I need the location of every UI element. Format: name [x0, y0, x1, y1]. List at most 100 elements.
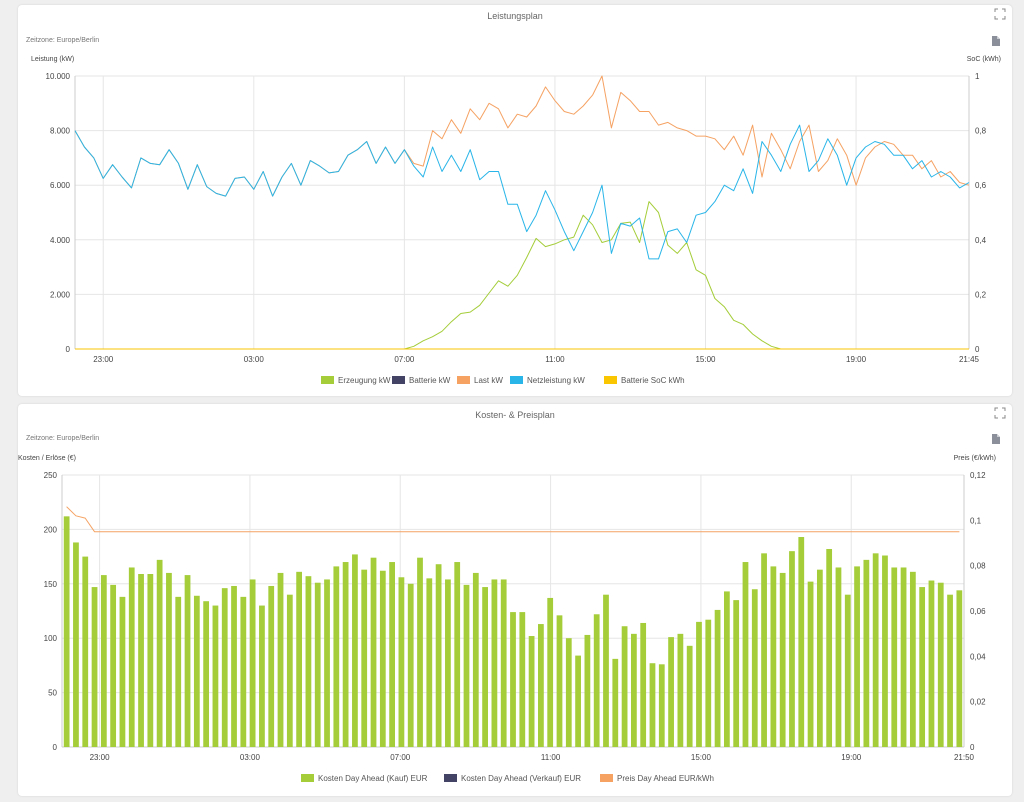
x-tick-label: 11:00 — [545, 355, 565, 364]
bar-kosten-day-ahead-kauf-eur — [789, 551, 795, 747]
bar-kosten-day-ahead-kauf-eur — [193, 595, 200, 747]
bar-kosten-day-ahead-kauf-eur — [333, 566, 340, 747]
bar-kosten-day-ahead-kauf-eur — [863, 559, 870, 747]
bar-kosten-day-ahead-kauf-eur — [100, 575, 107, 747]
bar-kosten-day-ahead-kauf-eur — [231, 585, 237, 747]
bar-kosten-day-ahead-kauf-eur — [426, 578, 433, 747]
bar-kosten-day-ahead-kauf-eur — [203, 601, 210, 747]
document-export-icon[interactable] — [990, 433, 1002, 445]
bar-kosten-day-ahead-kauf-eur — [854, 566, 860, 747]
bar-kosten-day-ahead-kauf-eur — [379, 570, 386, 747]
bar-kosten-day-ahead-kauf-eur — [389, 562, 395, 747]
bar-kosten-day-ahead-kauf-eur — [658, 664, 665, 747]
bar-kosten-day-ahead-kauf-eur — [686, 645, 693, 747]
legend-swatch-preis-day-ahead-eur-kwh — [600, 774, 613, 782]
legend-swatch-kosten-day-ahead-kauf-eur — [301, 774, 314, 782]
bar-kosten-day-ahead-kauf-eur — [844, 594, 851, 747]
series-line-last-kw — [74, 75, 970, 197]
x-tick-label: 07:00 — [390, 753, 411, 762]
y-tick-label: 0 — [53, 743, 58, 752]
y2-tick-label: 0 — [975, 345, 980, 354]
bar-kosten-day-ahead-kauf-eur — [575, 655, 581, 747]
series-line-netzleistung-kw — [74, 124, 970, 260]
bar-kosten-day-ahead-kauf-eur — [909, 571, 916, 747]
fullscreen-icon[interactable] — [994, 407, 1006, 419]
bar-kosten-day-ahead-kauf-eur — [138, 574, 144, 747]
y2-tick-label: 0,02 — [970, 698, 986, 707]
bar-kosten-day-ahead-kauf-eur — [779, 572, 786, 747]
bar-kosten-day-ahead-kauf-eur — [305, 576, 312, 747]
cost-plan-card: Kosten- & Preisplan Zeitzone: Europe/Ber… — [18, 404, 1012, 796]
legend-swatch-last-kw — [457, 376, 470, 384]
bar-kosten-day-ahead-kauf-eur — [445, 579, 451, 747]
bar-kosten-day-ahead-kauf-eur — [882, 555, 888, 747]
bar-kosten-day-ahead-kauf-eur — [900, 567, 907, 747]
y2-axis-title: Preis (€/kWh) — [954, 455, 996, 462]
y-tick-label: 6.000 — [50, 181, 71, 190]
document-export-icon[interactable] — [990, 35, 1002, 47]
bar-kosten-day-ahead-kauf-eur — [398, 577, 405, 747]
bar-kosten-day-ahead-kauf-eur — [640, 622, 647, 747]
y-tick-label: 200 — [44, 525, 58, 534]
legend-label-kosten-day-ahead-verkauf-eur: Kosten Day Ahead (Verkauf) EUR — [461, 774, 581, 783]
y-axis-title: Kosten / Erlöse (€) — [18, 455, 76, 462]
x-tick-label: 23:00 — [93, 355, 114, 364]
bar-kosten-day-ahead-kauf-eur — [119, 596, 126, 747]
bar-kosten-day-ahead-kauf-eur — [891, 567, 898, 747]
x-tick-label: 03:00 — [244, 355, 265, 364]
bar-kosten-day-ahead-kauf-eur — [277, 572, 284, 747]
bar-kosten-day-ahead-kauf-eur — [696, 621, 702, 747]
y-tick-label: 250 — [44, 471, 58, 480]
power-chart: Leistung (kW) SoC (kWh) 0 2.000 4.000 6.000 8.… — [31, 56, 1001, 385]
bar-kosten-day-ahead-kauf-eur — [240, 596, 247, 747]
bar-kosten-day-ahead-kauf-eur — [631, 633, 637, 747]
bar-kosten-day-ahead-kauf-eur — [417, 557, 423, 747]
x-tick-label: 07:00 — [394, 355, 415, 364]
bar-kosten-day-ahead-kauf-eur — [714, 609, 721, 747]
y-tick-label: 150 — [44, 580, 58, 589]
x-tick-label: 11:00 — [541, 753, 561, 762]
bar-kosten-day-ahead-kauf-eur — [556, 615, 563, 747]
cost-chart: Kosten / Erlöse (€) Preis (€/kWh) 0 50 100 15… — [18, 455, 996, 783]
bar-kosten-day-ahead-kauf-eur — [91, 587, 98, 747]
fullscreen-icon[interactable] — [994, 8, 1006, 20]
bar-kosten-day-ahead-kauf-eur — [314, 582, 321, 747]
y2-tick-label: 0,4 — [975, 236, 987, 245]
bar-kosten-day-ahead-kauf-eur — [835, 567, 842, 747]
bar-kosten-day-ahead-kauf-eur — [826, 548, 833, 747]
y-tick-label: 10.000 — [46, 72, 71, 81]
bar-kosten-day-ahead-kauf-eur — [156, 559, 163, 747]
bar-kosten-day-ahead-kauf-eur — [361, 569, 368, 747]
series-line-erzeugung-kw — [75, 201, 969, 350]
bar-kosten-day-ahead-kauf-eur — [816, 569, 823, 747]
bar-kosten-day-ahead-kauf-eur — [166, 572, 172, 747]
legend-label-batterie-soc-kwh: Batterie SoC kWh — [621, 376, 685, 385]
bar-kosten-day-ahead-kauf-eur — [342, 562, 349, 747]
legend-label-netzleistung-kw: Netzleistung kW — [527, 376, 585, 385]
y2-tick-label: 0 — [970, 743, 975, 752]
legend-label-preis-day-ahead-eur-kwh: Preis Day Ahead EUR/kWh — [617, 774, 714, 783]
bar-kosten-day-ahead-kauf-eur — [742, 562, 749, 747]
y2-tick-label: 0,8 — [975, 127, 987, 136]
y2-tick-label: 0,12 — [970, 471, 986, 480]
bar-kosten-day-ahead-kauf-eur — [937, 582, 944, 747]
bar-kosten-day-ahead-kauf-eur — [947, 594, 953, 747]
legend-swatch-batterie-soc-kwh — [604, 376, 617, 384]
bar-kosten-day-ahead-kauf-eur — [175, 596, 182, 747]
bar-kosten-day-ahead-kauf-eur — [677, 633, 684, 747]
y-tick-label: 2.000 — [50, 290, 71, 299]
bar-kosten-day-ahead-kauf-eur — [798, 537, 805, 747]
bar-kosten-day-ahead-kauf-eur — [500, 579, 507, 747]
y-tick-label: 100 — [44, 634, 58, 643]
bar-kosten-day-ahead-kauf-eur — [472, 572, 479, 747]
y2-tick-label: 0,08 — [970, 562, 986, 571]
bar-kosten-day-ahead-kauf-eur — [491, 579, 498, 747]
bar-kosten-day-ahead-kauf-eur — [649, 663, 656, 747]
bar-kosten-day-ahead-kauf-eur — [733, 600, 740, 747]
y2-tick-label: 0,2 — [975, 290, 987, 299]
bar-kosten-day-ahead-kauf-eur — [584, 634, 591, 747]
bar-kosten-day-ahead-kauf-eur — [454, 562, 461, 747]
bar-kosten-day-ahead-kauf-eur — [296, 571, 303, 747]
y-tick-label: 4.000 — [50, 236, 71, 245]
bar-kosten-day-ahead-kauf-eur — [259, 605, 265, 747]
